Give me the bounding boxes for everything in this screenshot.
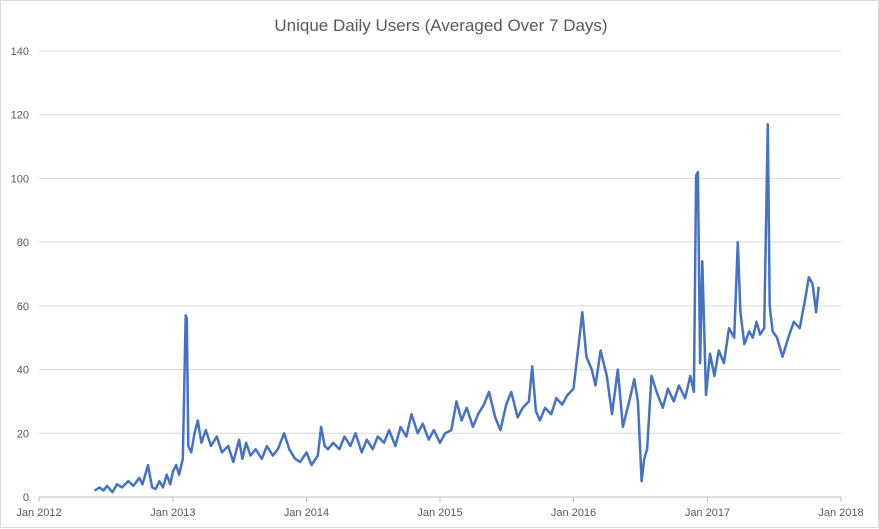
y-tick-label: 0 bbox=[23, 492, 29, 504]
y-tick-label: 140 bbox=[11, 46, 29, 58]
series-layer bbox=[93, 123, 820, 494]
x-axis: Jan 2012 Jan 2013 Jan 2014 Jan 2015 Jan 2016… bbox=[16, 497, 864, 519]
x-tick-label: Jan 2016 bbox=[551, 507, 596, 519]
x-tick-label: Jan 2015 bbox=[417, 507, 462, 519]
y-tick-label: 100 bbox=[11, 173, 29, 185]
y-tick-label: 60 bbox=[17, 301, 29, 313]
x-tick-label: Jan 2018 bbox=[818, 507, 863, 519]
series-line-0 bbox=[93, 123, 820, 494]
y-tick-label: 40 bbox=[17, 365, 29, 377]
y-tick-label: 20 bbox=[17, 428, 29, 440]
x-tick-label: Jan 2012 bbox=[16, 507, 61, 519]
y-axis: 0 20 40 60 80 100 120 140 bbox=[11, 46, 29, 504]
y-tick-label: 80 bbox=[17, 237, 29, 249]
x-tick-label: Jan 2013 bbox=[150, 507, 195, 519]
y-tick-label: 120 bbox=[11, 110, 29, 122]
chart-title: Unique Daily Users (Averaged Over 7 Days… bbox=[274, 16, 607, 35]
x-tick-label: Jan 2014 bbox=[284, 507, 329, 519]
x-tick-label: Jan 2017 bbox=[685, 507, 730, 519]
gridlines bbox=[39, 50, 841, 498]
